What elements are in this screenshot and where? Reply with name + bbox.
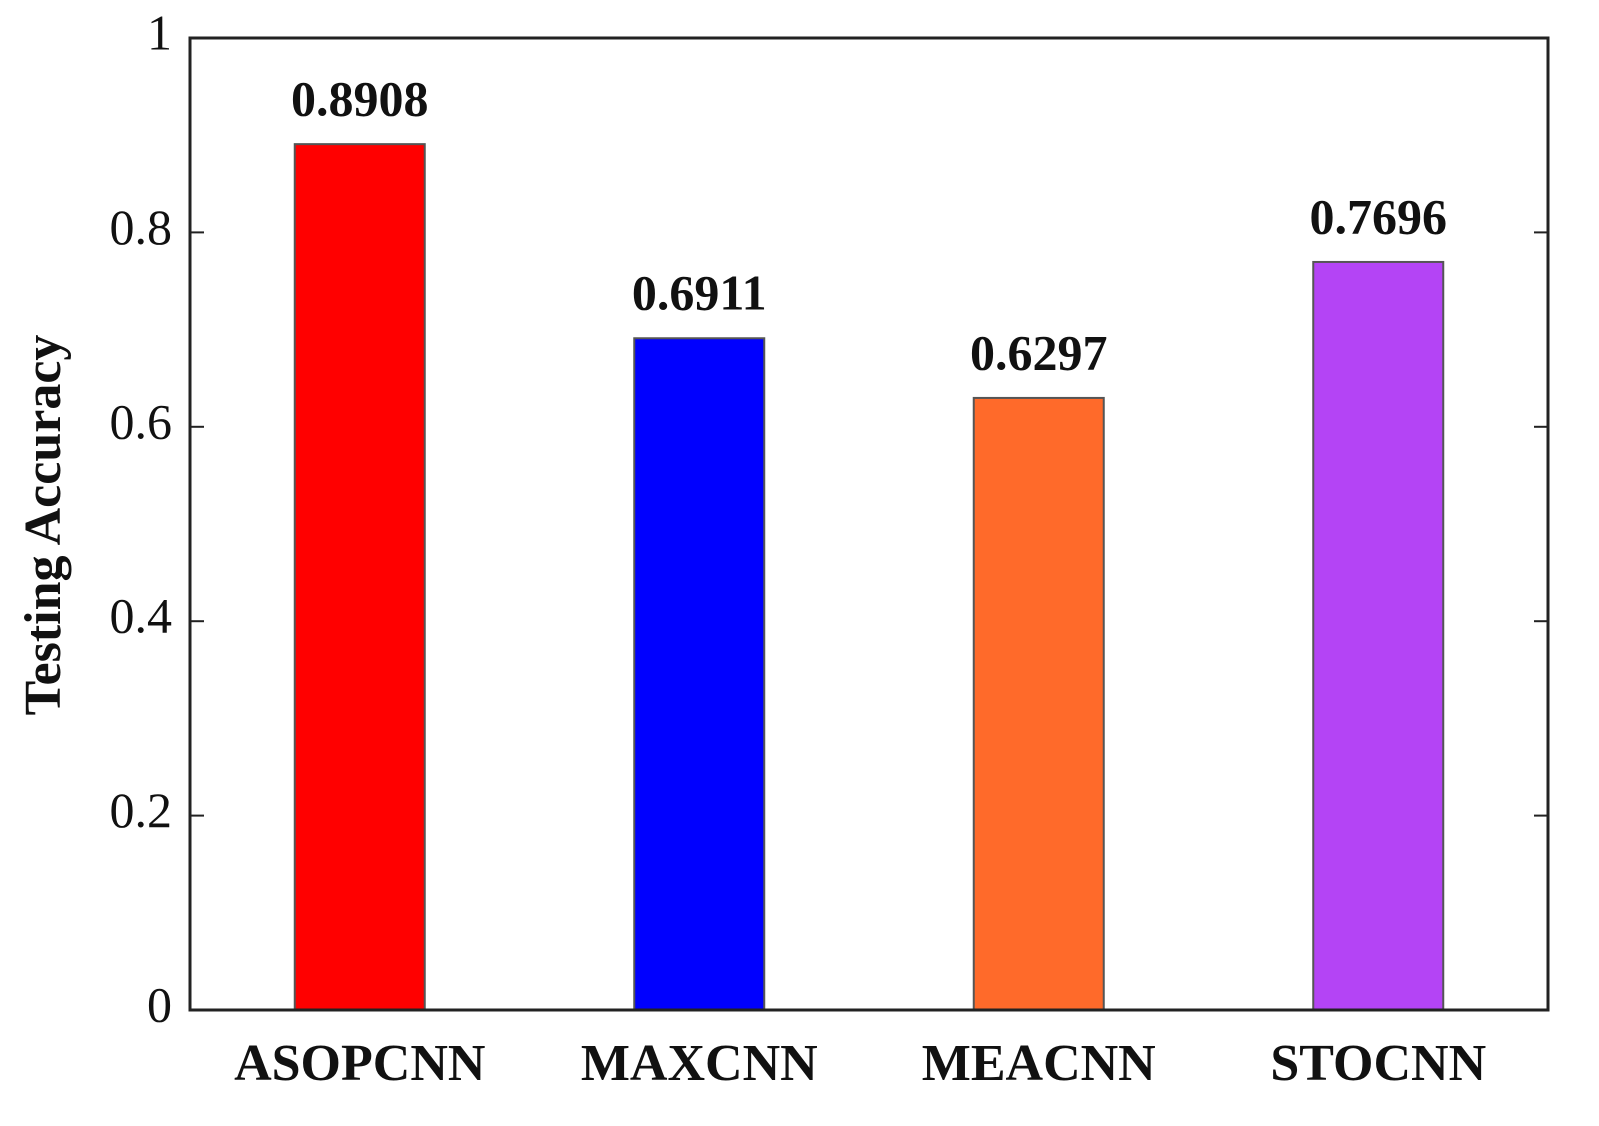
value-label: 0.6911 [632,265,767,321]
y-tick-label: 1 [147,4,172,60]
y-tick-label: 0.4 [110,588,173,644]
x-tick-label: ASOPCNN [234,1035,485,1092]
bar [972,396,1105,1012]
y-tick-label: 0 [147,976,172,1032]
y-tick-label: 0.6 [110,393,173,449]
plot-frame [188,36,1550,1012]
x-tick-label: MEACNN [922,1035,1156,1092]
value-label: 0.7696 [1310,188,1448,244]
bar [293,143,426,1011]
x-tick-label: MAXCNN [581,1035,818,1092]
y-tick-label: 0.8 [110,199,173,255]
value-label: 0.8908 [291,71,429,127]
y-axis-label: Testing Accuracy [15,335,72,716]
bar [1312,260,1445,1011]
bar [633,337,766,1011]
value-label: 0.6297 [970,324,1108,380]
y-tick-label: 0.2 [110,782,173,838]
x-tick-label: STOCNN [1270,1035,1486,1092]
